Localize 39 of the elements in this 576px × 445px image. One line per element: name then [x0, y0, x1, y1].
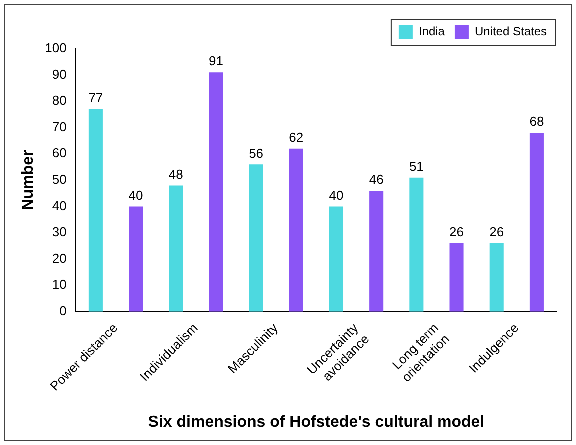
y-tick-label: 50: [52, 172, 67, 188]
bar: [490, 244, 504, 312]
y-tick-label: 90: [52, 66, 67, 82]
y-tick-label: 100: [45, 40, 67, 56]
y-tick-label: 10: [52, 277, 67, 292]
data-label: 26: [490, 224, 504, 240]
data-label: 91: [208, 54, 224, 69]
bar: [450, 244, 464, 312]
y-tick-label: 80: [52, 93, 67, 108]
data-label: 40: [128, 188, 144, 203]
data-label: 77: [88, 90, 104, 106]
bar: [209, 72, 224, 312]
bar: [289, 148, 304, 312]
legend-label: United States: [474, 24, 548, 38]
y-tick-label: 0: [60, 303, 67, 318]
bar: [129, 206, 144, 312]
y-tick-label: 70: [52, 119, 67, 134]
y-tick-label: 40: [52, 198, 67, 214]
data-label: 56: [249, 146, 264, 161]
y-tick-label: 60: [52, 146, 67, 161]
data-label: 48: [168, 166, 184, 182]
data-label: 62: [289, 130, 304, 145]
bar: [370, 190, 384, 312]
bar: [169, 186, 184, 312]
legend-label: India: [418, 24, 446, 38]
bar: [88, 109, 103, 312]
bar: [410, 178, 424, 312]
x-axis-title: Six dimensions of Hofstede's cultural model: [148, 414, 485, 431]
data-label: 40: [329, 188, 344, 203]
y-axis-title: Number: [20, 150, 38, 211]
bar: [249, 164, 264, 312]
data-label: 51: [409, 158, 424, 174]
bar: [329, 206, 344, 312]
y-tick-label: 20: [52, 250, 67, 266]
data-label: 46: [369, 172, 384, 188]
data-label: 26: [450, 224, 464, 240]
y-tick-label: 30: [52, 224, 67, 240]
bar: [530, 133, 544, 312]
data-label: 68: [530, 114, 544, 130]
